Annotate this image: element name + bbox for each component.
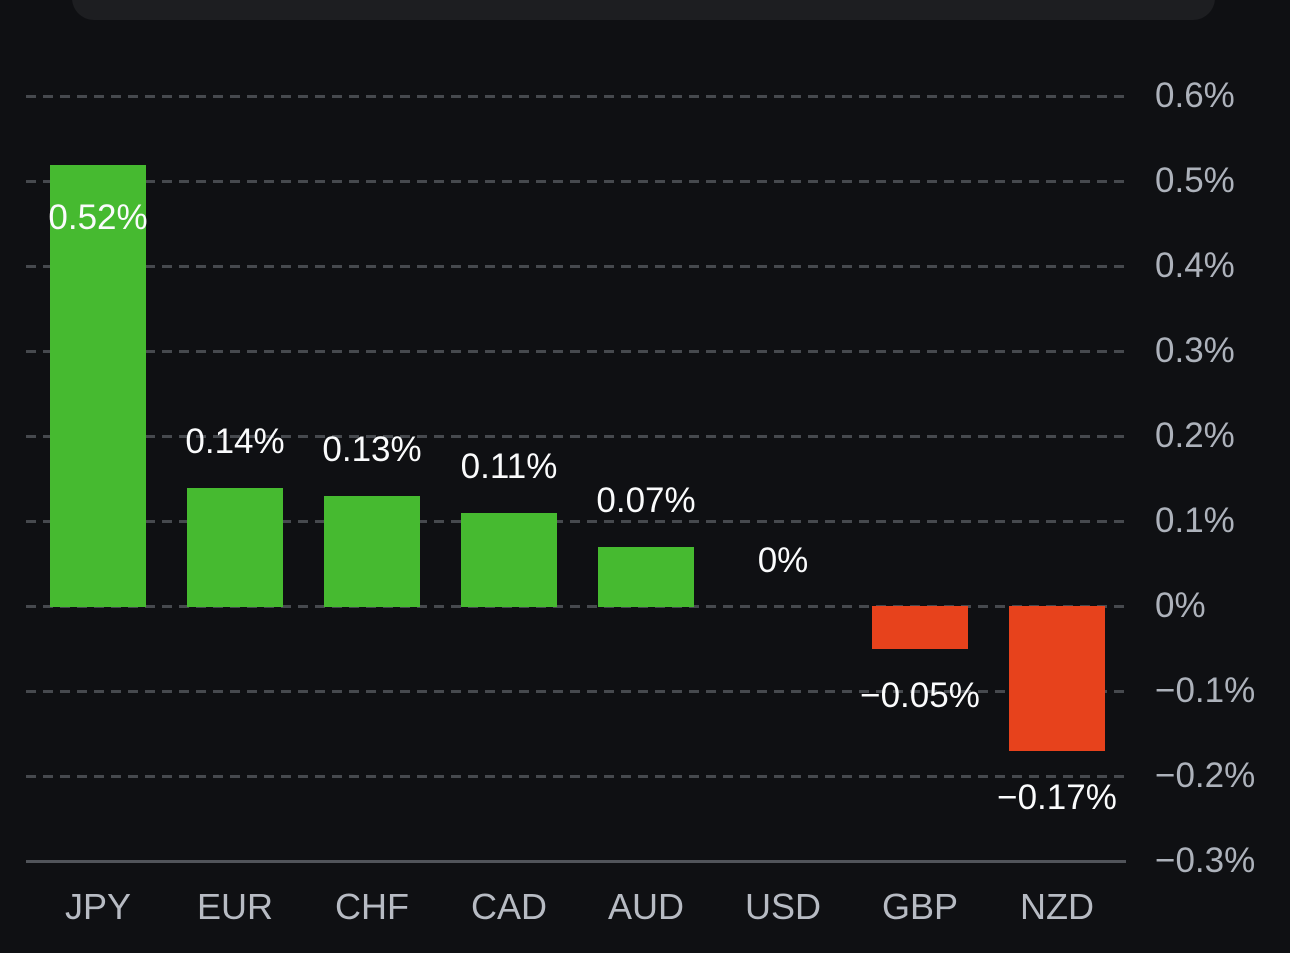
gridline-0.6% bbox=[26, 95, 1126, 98]
gridline-0.4% bbox=[26, 265, 1126, 268]
x-label-NZD: NZD bbox=[1020, 886, 1094, 927]
value-label-JPY: 0.52% bbox=[48, 198, 148, 237]
value-label-NZD: −0.17% bbox=[997, 778, 1117, 817]
gridline-0.3% bbox=[26, 350, 1126, 353]
gridline-−0.1% bbox=[26, 690, 1126, 693]
x-label-GBP: GBP bbox=[881, 886, 959, 927]
value-label-AUD: 0.07% bbox=[596, 481, 696, 520]
gridline-0.1% bbox=[26, 520, 1126, 523]
y-tick-−0.3%: −0.3% bbox=[1155, 841, 1256, 880]
x-axis-line bbox=[26, 860, 1126, 863]
y-tick-0.2%: 0.2% bbox=[1155, 416, 1235, 455]
y-tick-0.4%: 0.4% bbox=[1155, 246, 1235, 285]
x-label-EUR: EUR bbox=[196, 886, 273, 927]
bar-EUR[interactable] bbox=[187, 488, 283, 607]
bar-AUD[interactable] bbox=[598, 547, 694, 607]
gridline-0.5% bbox=[26, 180, 1126, 183]
top-card bbox=[72, 0, 1215, 20]
x-label-JPY: JPY bbox=[64, 886, 132, 927]
x-label-USD: USD bbox=[744, 886, 821, 927]
y-tick-−0.2%: −0.2% bbox=[1155, 756, 1256, 795]
bar-GBP[interactable] bbox=[872, 606, 968, 649]
gridline-0% bbox=[26, 605, 1126, 608]
x-label-CHF: CHF bbox=[335, 886, 409, 927]
gridline-−0.2% bbox=[26, 775, 1126, 778]
bar-CAD[interactable] bbox=[461, 513, 557, 607]
y-tick-0.5%: 0.5% bbox=[1155, 161, 1235, 200]
bar-JPY[interactable] bbox=[50, 165, 146, 607]
value-label-EUR: 0.14% bbox=[185, 422, 285, 461]
gridline-0.2% bbox=[26, 435, 1126, 438]
y-tick-0%: 0% bbox=[1155, 586, 1206, 625]
y-tick-−0.1%: −0.1% bbox=[1155, 671, 1256, 710]
value-label-USD: 0% bbox=[757, 541, 809, 580]
y-tick-0.6%: 0.6% bbox=[1155, 76, 1235, 115]
bar-CHF[interactable] bbox=[324, 496, 420, 607]
x-label-CAD: CAD bbox=[470, 886, 547, 927]
y-tick-0.1%: 0.1% bbox=[1155, 501, 1235, 540]
x-label-AUD: AUD bbox=[607, 886, 684, 927]
value-label-CHF: 0.13% bbox=[322, 430, 422, 469]
value-label-GBP: −0.05% bbox=[860, 676, 980, 715]
bar-NZD[interactable] bbox=[1009, 606, 1105, 751]
y-tick-0.3%: 0.3% bbox=[1155, 331, 1235, 370]
value-label-CAD: 0.11% bbox=[460, 447, 558, 486]
